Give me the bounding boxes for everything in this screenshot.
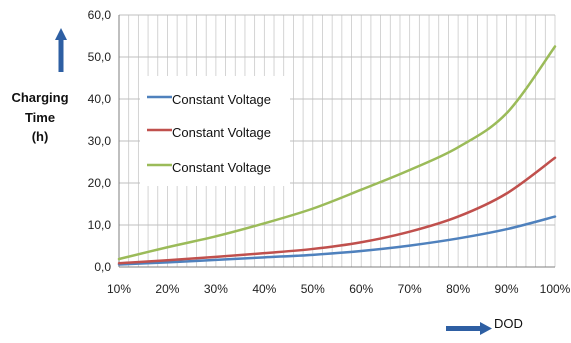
x-tick-label: 80% [446, 282, 470, 296]
series-layer [117, 45, 557, 266]
y-axis-title: Charging Time (h) [11, 28, 69, 144]
x-tick-label: 20% [155, 282, 179, 296]
legend-label-series-1: Constant Voltage [172, 92, 271, 107]
y-tick-label: 60,0 [88, 8, 112, 22]
x-axis-arrow-head [480, 322, 492, 335]
x-tick-label: 60% [349, 282, 373, 296]
x-tick-label: 70% [398, 282, 422, 296]
y-tick-label: 50,0 [88, 50, 112, 64]
x-axis-arrow-shaft [446, 326, 482, 331]
x-axis-label: DOD [494, 316, 523, 331]
y-tick-label: 30,0 [88, 134, 112, 148]
y-tick-label: 20,0 [88, 176, 112, 190]
series-line-3 [117, 45, 557, 261]
x-tick-label: 100% [540, 282, 571, 296]
y-tick-label: 10,0 [88, 218, 112, 232]
y-tick-label: 0,0 [94, 260, 111, 274]
y-axis-label-line-2: Time [25, 110, 55, 125]
y-axis-arrow-shaft [58, 38, 64, 72]
y-axis-label-line-1: Charging [11, 90, 68, 105]
axis-layer: 0,0 10,0 20,0 30,0 40,0 50,0 60,0 10% 20% 30% 40% 5… [88, 8, 571, 296]
x-tick-label: 10% [107, 282, 131, 296]
x-tick-label: 30% [204, 282, 228, 296]
series-line-1 [117, 215, 557, 266]
legend-label-series-2: Constant Voltage [172, 125, 271, 140]
x-tick-label: 40% [252, 282, 276, 296]
y-axis-label-line-3: (h) [32, 129, 49, 144]
x-tick-label: 90% [495, 282, 519, 296]
series-line-2 [117, 156, 557, 265]
legend: Constant Voltage Constant Voltage Consta… [140, 76, 290, 186]
y-tick-label: 40,0 [88, 92, 112, 106]
x-axis-title: DOD [446, 316, 523, 335]
x-tick-label: 50% [301, 282, 325, 296]
y-axis-arrow-head [55, 28, 67, 40]
legend-label-series-3: Constant Voltage [172, 160, 271, 175]
